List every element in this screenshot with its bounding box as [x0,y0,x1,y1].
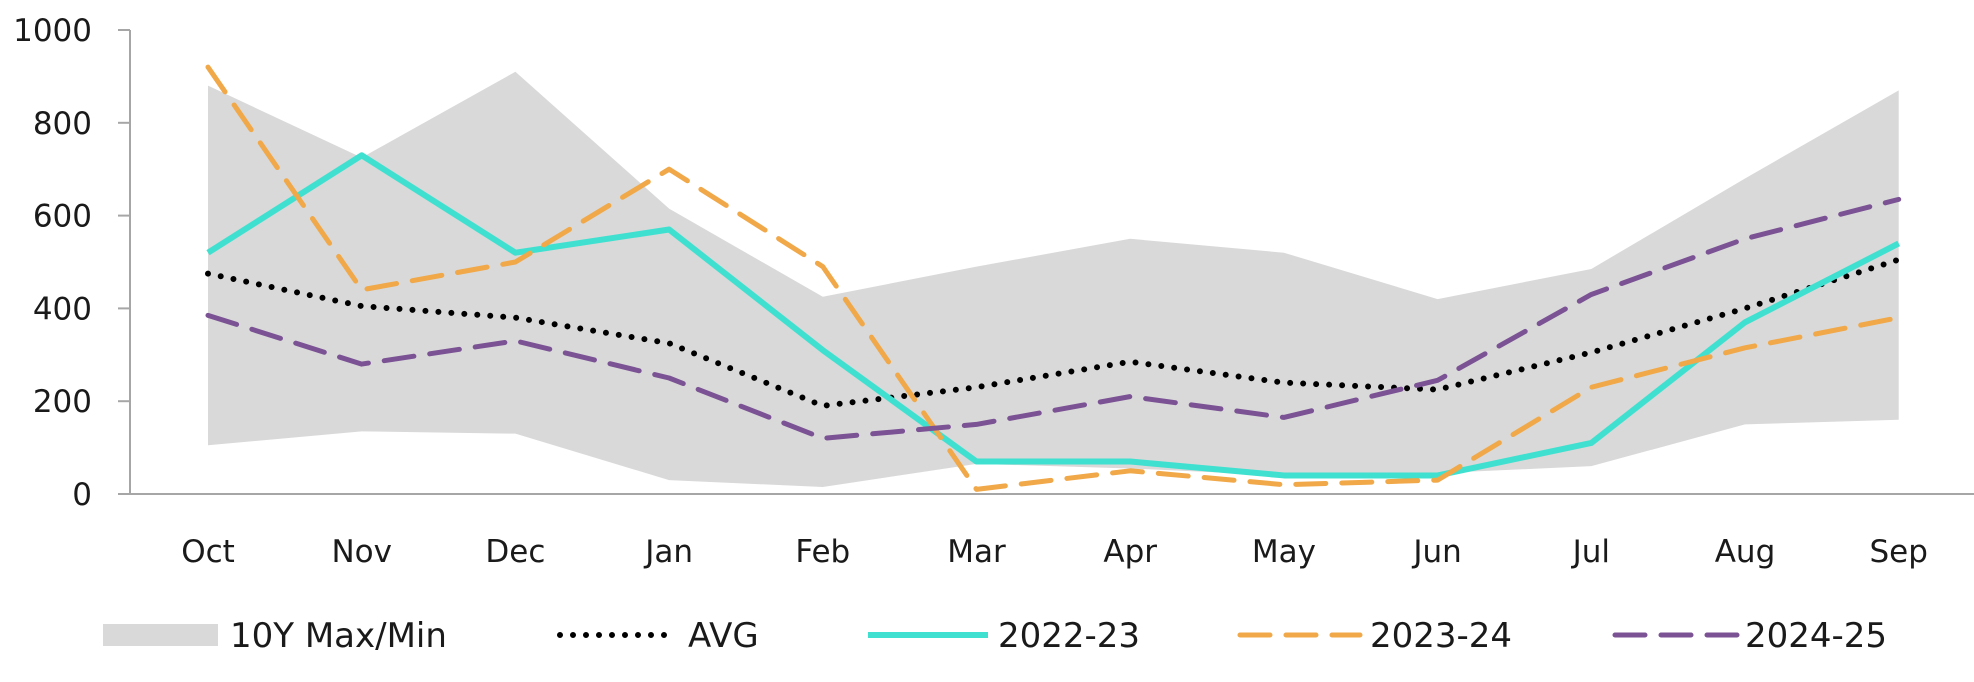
x-tick-label: Sep [1869,534,1927,570]
y-tick-label: 0 [72,477,92,513]
x-tick-label: Jul [1571,534,1610,570]
series-line-2024-25 [205,196,1902,441]
legend-item: AVG [557,616,759,656]
y-tick-label: 1000 [13,13,92,49]
x-tick-label: May [1252,534,1316,570]
x-tick-label: Mar [947,534,1006,570]
legend-label: AVG [688,616,759,656]
band-10y-max-min [208,71,1899,488]
x-tick-label: Jan [643,534,693,570]
x-tick-label: Dec [485,534,545,570]
series-line-2023-24 [205,64,1902,492]
legend-swatch [103,624,218,646]
y-tick-label: 400 [33,291,92,327]
y-tick-label: 600 [33,199,92,235]
x-tick-label: Nov [331,534,392,570]
x-tick-label: Oct [181,534,235,570]
legend-item: 2024-25 [1612,616,1887,656]
series-line-avg [205,256,1902,409]
legend-item: 10Y Max/Min [103,616,447,656]
x-tick-label: Feb [795,534,850,570]
legend-label: 2024-25 [1745,616,1887,656]
x-tick-label: Aug [1715,534,1776,570]
legend-item: 2023-24 [1237,616,1512,656]
series-line-2022-23 [206,152,1901,479]
legend-item: 2022-23 [868,616,1140,656]
legend: 10Y Max/Min AVG 2022-23 2023-24 2024-25 [103,616,1887,656]
y-tick-label: 200 [33,384,92,420]
axes: 0 200 400 600 800 1000 Oct Nov Dec Jan Feb Mar Apr Ma… [13,13,1974,570]
x-tick-label: Apr [1103,534,1157,570]
legend-label: 2023-24 [1370,616,1512,656]
legend-label: 2022-23 [998,616,1140,656]
plot-area [205,64,1902,492]
y-tick-label: 800 [33,106,92,142]
x-tick-label: Jun [1411,534,1461,570]
legend-label: 10Y Max/Min [230,616,447,656]
